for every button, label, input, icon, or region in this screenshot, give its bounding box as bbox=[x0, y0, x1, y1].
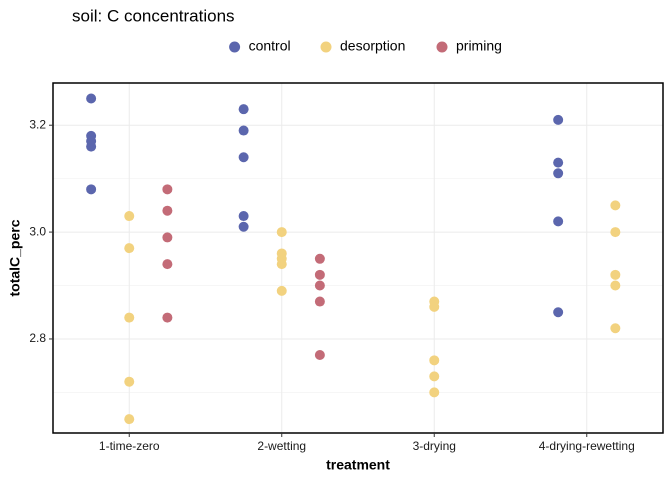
point bbox=[238, 152, 249, 163]
legend-swatch bbox=[229, 41, 241, 53]
point bbox=[124, 243, 135, 254]
point bbox=[162, 184, 173, 195]
point bbox=[124, 211, 135, 222]
x-tick-label: 2-wetting bbox=[257, 439, 306, 453]
point bbox=[553, 216, 564, 227]
x-axis-label: treatment bbox=[326, 457, 390, 473]
point bbox=[162, 259, 173, 270]
x-tick-label: 3-drying bbox=[413, 439, 456, 453]
point bbox=[314, 269, 325, 280]
point bbox=[276, 227, 287, 238]
point bbox=[124, 312, 135, 323]
legend: control desorption priming bbox=[229, 38, 502, 54]
point bbox=[610, 269, 621, 280]
point bbox=[314, 253, 325, 264]
legend-swatch bbox=[320, 41, 332, 53]
chart-title: soil: C concentrations bbox=[72, 6, 235, 25]
point bbox=[276, 259, 287, 270]
point bbox=[86, 141, 97, 152]
point bbox=[238, 125, 249, 136]
point bbox=[238, 104, 249, 115]
y-tick-label: 3.0 bbox=[29, 224, 46, 238]
x-tick-label: 4-drying-rewetting bbox=[539, 439, 635, 453]
point bbox=[429, 387, 440, 398]
y-tick-label: 2.8 bbox=[29, 331, 46, 345]
point bbox=[238, 221, 249, 232]
point bbox=[553, 157, 564, 168]
point bbox=[553, 168, 564, 179]
point bbox=[553, 307, 564, 318]
panel-border bbox=[52, 82, 664, 434]
point bbox=[276, 285, 287, 296]
point bbox=[610, 227, 621, 238]
point bbox=[124, 376, 135, 387]
legend-label: priming bbox=[456, 38, 502, 54]
point bbox=[610, 280, 621, 291]
point bbox=[124, 414, 135, 425]
legend-swatch bbox=[436, 41, 448, 53]
y-axis-label: totalC_perc bbox=[7, 219, 23, 296]
point bbox=[610, 200, 621, 211]
point bbox=[314, 349, 325, 360]
point bbox=[610, 323, 621, 334]
plot-area bbox=[53, 83, 663, 433]
point bbox=[429, 355, 440, 366]
legend-label: desorption bbox=[340, 38, 405, 54]
point bbox=[553, 114, 564, 125]
y-tick-label: 3.2 bbox=[29, 117, 46, 131]
point bbox=[162, 232, 173, 243]
point bbox=[429, 371, 440, 382]
point bbox=[429, 301, 440, 312]
point bbox=[162, 205, 173, 216]
x-tick-label: 1-time-zero bbox=[99, 439, 160, 453]
point bbox=[86, 93, 97, 104]
point bbox=[162, 312, 173, 323]
point bbox=[238, 211, 249, 222]
point bbox=[86, 184, 97, 195]
legend-label: control bbox=[249, 38, 291, 54]
point bbox=[314, 296, 325, 307]
point bbox=[314, 280, 325, 291]
